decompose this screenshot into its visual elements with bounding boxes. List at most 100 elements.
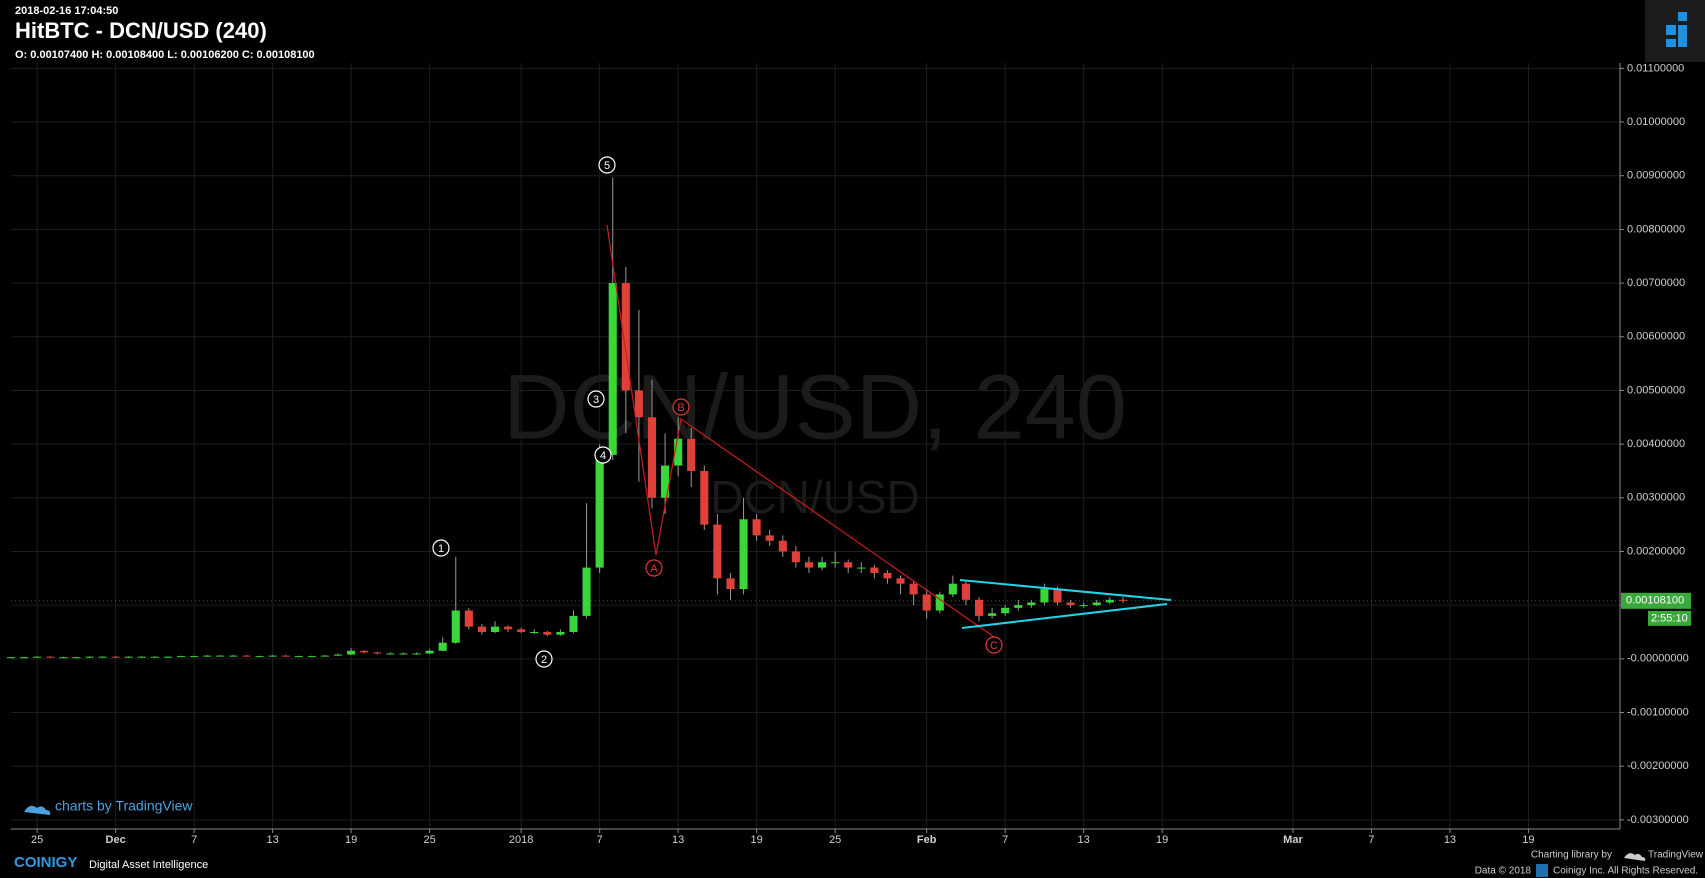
- y-tick-label: 0.00200000: [1627, 545, 1685, 557]
- y-tick-label: -0.00300000: [1627, 814, 1689, 826]
- candle-body: [347, 650, 356, 655]
- candle-body: [255, 656, 264, 658]
- x-tick-label: 7: [1368, 834, 1374, 846]
- drawings: [606, 224, 1172, 638]
- countdown-box: [1648, 610, 1691, 626]
- candle-body: [935, 594, 944, 611]
- watermark: DCN/USD, 240: [503, 356, 1127, 458]
- candle-body: [124, 656, 133, 658]
- candle-body: [543, 631, 552, 635]
- annotations: 1 2 3 4 5 A B C: [432, 156, 1003, 668]
- candle-body: [320, 655, 330, 657]
- data-year: Data © 2018: [1475, 866, 1532, 877]
- candle-body: [137, 656, 146, 658]
- wave-marker: [672, 398, 690, 416]
- brand: COINIGY: [14, 854, 77, 871]
- candle-body: [504, 626, 513, 630]
- wave-label: 3: [593, 394, 599, 406]
- cloud-icon: [24, 805, 51, 815]
- x-tick-label: 13: [1444, 834, 1456, 846]
- candle-body: [974, 599, 984, 616]
- x-tick-label: 7: [191, 834, 197, 846]
- wave-marker: [645, 559, 663, 577]
- candle-body: [647, 417, 657, 498]
- candle-body: [765, 535, 774, 541]
- candle-body: [6, 657, 16, 659]
- candle-body: [163, 656, 173, 658]
- x-tick-label: 19: [1522, 834, 1534, 846]
- y-tick-label: 0.01100000: [1627, 62, 1684, 74]
- candle-body: [386, 653, 395, 655]
- candle-body: [438, 642, 447, 651]
- x-tick-label: 19: [345, 834, 357, 846]
- y-tick-label: 0.00400000: [1627, 438, 1685, 450]
- candle-body: [556, 631, 565, 635]
- candle-body: [1118, 599, 1127, 601]
- x-tick-label: 7: [597, 834, 603, 846]
- wave-label: 5: [604, 160, 610, 172]
- y-tick-label: -0.00000000: [1627, 653, 1689, 665]
- candle-body: [608, 283, 617, 455]
- wave-marker: [594, 446, 612, 464]
- candle-body: [425, 650, 434, 654]
- tradingview-badge[interactable]: charts by TradingView: [24, 798, 193, 815]
- y-tick-label: 0.00500000: [1627, 384, 1685, 396]
- candle-body: [281, 655, 290, 657]
- candle-body: [700, 470, 709, 525]
- candle-body: [190, 656, 199, 658]
- candle-body: [150, 656, 159, 658]
- candle-body: [177, 656, 186, 658]
- candle-body: [1014, 605, 1023, 608]
- wave-label: 2: [541, 654, 547, 666]
- candle-body: [687, 438, 696, 471]
- y-tick-label: -0.00100000: [1627, 706, 1689, 718]
- candle-body: [490, 626, 500, 632]
- candle-body: [46, 656, 55, 658]
- wave-marker: [985, 636, 1003, 654]
- candle-body: [451, 610, 460, 643]
- candle-body: [530, 631, 539, 633]
- candle-body: [360, 650, 369, 653]
- candle-body: [399, 653, 408, 655]
- candle-body: [896, 578, 905, 584]
- candle-body: [752, 519, 761, 536]
- x-tick-label: 25: [423, 834, 435, 846]
- tv-icon: [1624, 853, 1646, 861]
- y-tick-label: 0.00900000: [1627, 170, 1685, 182]
- wave-label: 1: [438, 543, 444, 555]
- ohlc-line: O: 0.00107400 H: 0.00108400 L: 0.0010620…: [15, 49, 315, 61]
- candle-body: [333, 654, 343, 656]
- candle-body: [477, 626, 486, 632]
- x-tick-label: 7: [1002, 834, 1008, 846]
- candle-body: [216, 655, 225, 657]
- candle-body: [817, 562, 827, 568]
- candle-body: [72, 657, 81, 659]
- tradingview-link[interactable]: charts by TradingView: [55, 798, 193, 814]
- logo-block: [1666, 25, 1676, 35]
- candle-body: [229, 655, 238, 657]
- candle-body: [674, 438, 683, 466]
- x-tick-label: 2018: [509, 834, 533, 846]
- candle-body: [726, 578, 735, 590]
- candle-body: [883, 572, 892, 579]
- y-tick-label: 0.01000000: [1627, 116, 1685, 128]
- candle-body: [1001, 607, 1010, 614]
- candle-body: [922, 594, 931, 611]
- candle-body: [870, 567, 879, 573]
- candle-body: [1066, 602, 1075, 606]
- x-tick-label: 25: [31, 834, 43, 846]
- timestamp: 2018-02-16 17:04:50: [15, 5, 118, 17]
- wave-marker: [432, 539, 450, 557]
- wave-marker: [598, 156, 616, 174]
- candle-body: [412, 653, 421, 655]
- tagline: Digital Asset Intelligence: [89, 859, 208, 871]
- x-tick-label: 13: [267, 834, 279, 846]
- coinigy-icon: [1536, 864, 1548, 877]
- last-price-box: [1621, 592, 1691, 609]
- wave-marker: [587, 390, 605, 408]
- candle-body: [661, 465, 670, 498]
- x-tick-label: 25: [829, 834, 841, 846]
- candle-body: [1040, 589, 1049, 603]
